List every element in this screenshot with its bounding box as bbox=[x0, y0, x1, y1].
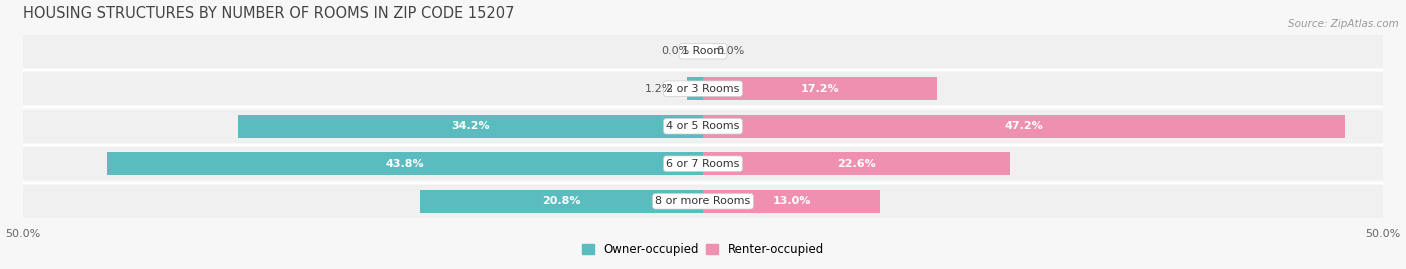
Text: 20.8%: 20.8% bbox=[543, 196, 581, 206]
Text: 0.0%: 0.0% bbox=[661, 46, 689, 56]
Text: Source: ZipAtlas.com: Source: ZipAtlas.com bbox=[1288, 19, 1399, 29]
Bar bbox=[107, 152, 703, 175]
Text: 22.6%: 22.6% bbox=[837, 159, 876, 169]
Bar bbox=[22, 35, 1384, 68]
Text: 0.0%: 0.0% bbox=[717, 46, 745, 56]
Bar bbox=[703, 77, 936, 100]
Bar bbox=[686, 77, 703, 100]
Bar bbox=[420, 190, 703, 213]
Text: 43.8%: 43.8% bbox=[385, 159, 425, 169]
Text: HOUSING STRUCTURES BY NUMBER OF ROOMS IN ZIP CODE 15207: HOUSING STRUCTURES BY NUMBER OF ROOMS IN… bbox=[22, 6, 515, 20]
Bar bbox=[703, 190, 880, 213]
Text: 8 or more Rooms: 8 or more Rooms bbox=[655, 196, 751, 206]
Bar bbox=[22, 72, 1384, 105]
Bar bbox=[22, 147, 1384, 180]
Text: 6 or 7 Rooms: 6 or 7 Rooms bbox=[666, 159, 740, 169]
Bar bbox=[703, 152, 1011, 175]
Text: 47.2%: 47.2% bbox=[1004, 121, 1043, 131]
Text: 2 or 3 Rooms: 2 or 3 Rooms bbox=[666, 84, 740, 94]
Bar bbox=[703, 115, 1344, 138]
Bar bbox=[22, 185, 1384, 218]
Text: 34.2%: 34.2% bbox=[451, 121, 489, 131]
Legend: Owner-occupied, Renter-occupied: Owner-occupied, Renter-occupied bbox=[578, 238, 828, 261]
Bar bbox=[22, 110, 1384, 143]
Bar bbox=[238, 115, 703, 138]
Text: 4 or 5 Rooms: 4 or 5 Rooms bbox=[666, 121, 740, 131]
Text: 1.2%: 1.2% bbox=[645, 84, 673, 94]
Text: 13.0%: 13.0% bbox=[772, 196, 811, 206]
Text: 1 Room: 1 Room bbox=[682, 46, 724, 56]
Text: 17.2%: 17.2% bbox=[800, 84, 839, 94]
